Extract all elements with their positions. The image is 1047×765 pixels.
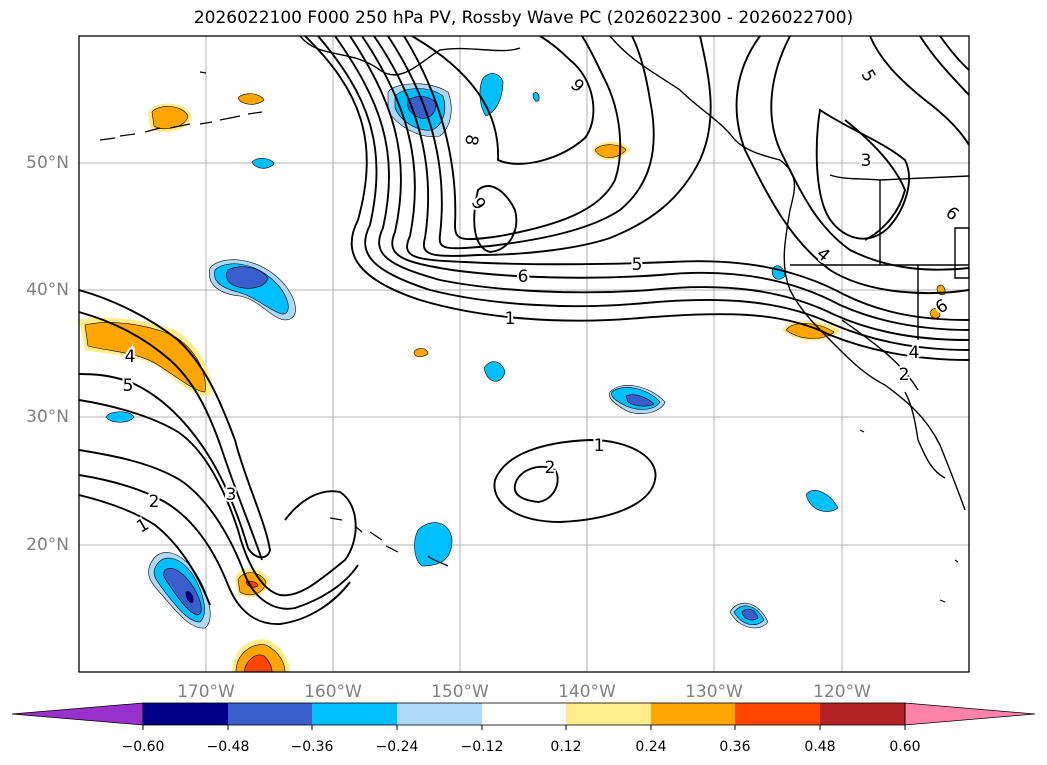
colorbar-tick: −0.36 (291, 739, 334, 755)
colorbar-bin (397, 703, 482, 725)
colorbar-tick: 0.48 (804, 739, 835, 755)
lon-label: 170°W (177, 682, 235, 702)
colorbar-bin (651, 703, 735, 725)
lon-label: 120°W (813, 682, 871, 702)
colorbar-tick: 0.60 (889, 739, 920, 755)
lat-label: 30°N (26, 407, 69, 427)
colorbar-tick: 0.24 (635, 739, 666, 755)
contour-label: 3 (861, 151, 872, 171)
lat-label: 40°N (26, 280, 69, 300)
contour-label: 2 (149, 492, 160, 512)
colorbar-bin (482, 703, 566, 725)
map-title: 2026022100 F000 250 hPa PV, Rossby Wave … (193, 8, 854, 28)
contour-label: 4 (909, 343, 920, 363)
islands (99, 71, 959, 603)
neg-anomaly-small-1 (251, 158, 275, 169)
colorbar-bin (312, 703, 397, 725)
colorbar-tick: −0.60 (122, 739, 165, 755)
colorbar-bin (566, 703, 651, 725)
lon-label: 160°W (304, 682, 362, 702)
colorbar-bin (143, 703, 228, 725)
lat-label: 50°N (26, 153, 69, 173)
colorbar-extend-high (904, 702, 1036, 726)
map-panel: 9 8 9 6 5 1 5 3 4 6 6 4 2 4 5 3 2 1 1 2 (79, 36, 969, 672)
contour-label: 2 (545, 458, 556, 478)
lon-labels: 170°W 160°W 150°W 140°W 130°W 120°W (177, 682, 871, 702)
colorbar-tick: 0.36 (719, 739, 750, 755)
lon-label: 140°W (558, 682, 616, 702)
gridlines (79, 36, 969, 672)
contour-label: 1 (505, 309, 516, 329)
colorbar-frame (142, 702, 906, 726)
colorbar-tick: 0.12 (550, 739, 581, 755)
colorbar-tick: −0.24 (376, 739, 419, 755)
lat-label: 20°N (26, 535, 69, 555)
contour-label: 1 (594, 436, 605, 456)
lon-label: 130°W (685, 682, 743, 702)
contour-label: 3 (226, 485, 237, 505)
colorbar: −0.60 −0.48 −0.36 −0.24 −0.12 0.12 0.24 … (11, 702, 1036, 755)
contour-label: 2 (899, 365, 910, 385)
pv-anomaly-fills (79, 73, 946, 672)
lon-label: 150°W (431, 682, 489, 702)
contour-labels: 9 8 9 6 5 1 5 3 4 6 6 4 2 4 5 3 2 1 1 2 (121, 64, 965, 539)
colorbar-bin (228, 703, 312, 725)
contour-label: 5 (123, 376, 134, 396)
colorbar-bin (820, 703, 905, 725)
map-frame (78, 35, 970, 673)
neg-anomaly-hawaii-east (414, 522, 453, 567)
neg-anomaly-central (483, 361, 506, 382)
contour-label: 5 (632, 255, 643, 275)
colorbar-bin (735, 703, 820, 725)
contour-label: 4 (125, 347, 136, 367)
lat-labels: 50°N 40°N 30°N 20°N (26, 153, 69, 555)
colorbar-extend-low (11, 702, 144, 726)
colorbar-tick: −0.12 (461, 739, 504, 755)
wave-contours (79, 36, 969, 625)
contour-label: 6 (518, 267, 529, 287)
colorbar-tick: −0.48 (207, 739, 250, 755)
